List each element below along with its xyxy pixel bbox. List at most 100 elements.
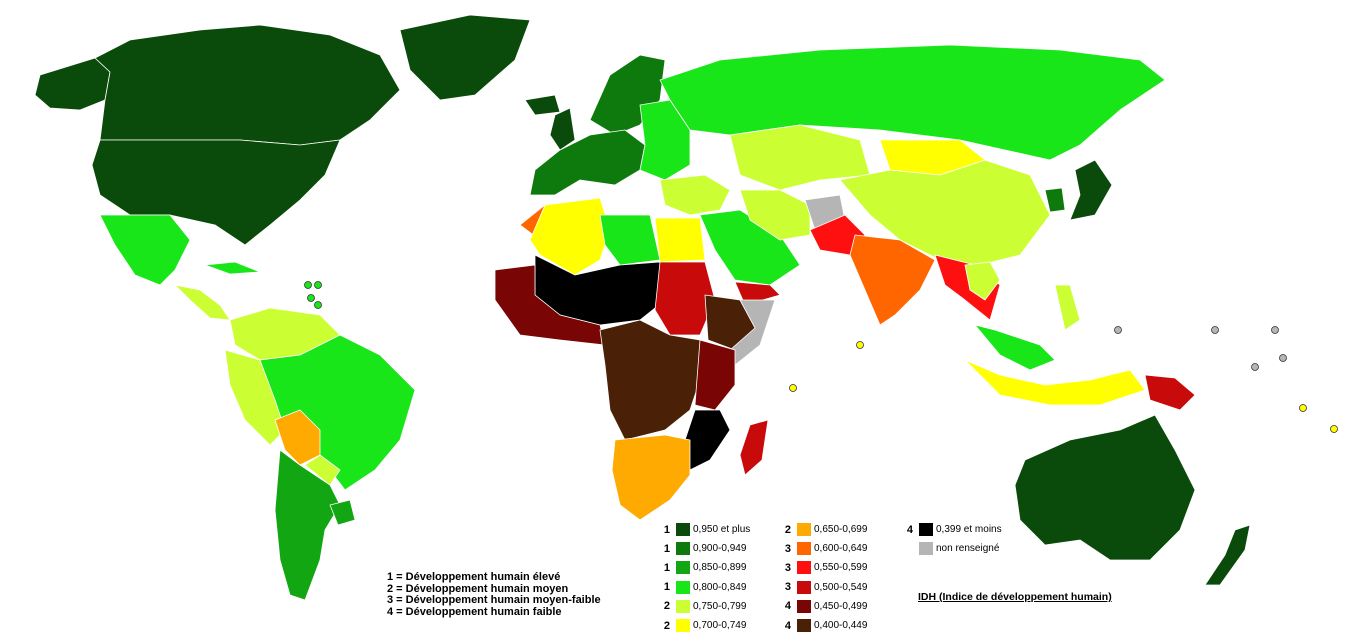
region-argentina-chile: [274, 449, 341, 601]
idh-title: IDH (Indice de développement humain): [918, 591, 1112, 603]
legend-swatch: [797, 561, 811, 575]
caribbean-island-dot: [307, 294, 315, 302]
legend-item: 3 0,550-0,599: [781, 558, 867, 577]
region-canada: [94, 24, 401, 146]
legend-swatch: [919, 542, 933, 556]
legend-level-number: 3: [784, 581, 791, 594]
legend-item: 4 0,399 et moins: [903, 520, 1002, 539]
legend-swatch: [797, 523, 811, 537]
region-southern-africa: [611, 434, 691, 521]
legend-item: 2 0,750-0,799: [660, 597, 750, 616]
legend-swatch: [676, 523, 690, 537]
legend-label: 0,850-0,899: [693, 562, 747, 574]
region-cuba: [204, 261, 261, 275]
legend-item: 2 0,650-0,699: [781, 520, 867, 539]
legend-item: 1 0,900-0,949: [660, 539, 750, 558]
legend-swatch: [919, 523, 933, 537]
region-middle-east: [659, 174, 731, 216]
legend-swatch: [797, 580, 811, 594]
legend-label: 0,400-0,449: [814, 620, 868, 632]
region-japan: [1069, 159, 1113, 221]
region-iran: [739, 189, 811, 241]
region-paraguay: [304, 454, 341, 486]
legend-item: 1 0,950 et plus: [660, 520, 750, 539]
legend-swatch: [797, 542, 811, 556]
legend-item: 3 0,500-0,549: [781, 578, 867, 597]
region-uruguay: [329, 499, 356, 526]
region-korea: [1044, 187, 1066, 213]
region-china: [839, 159, 1051, 266]
region-uk: [549, 107, 576, 151]
region-sudan: [654, 261, 716, 336]
legend-item: non renseigné: [903, 539, 1002, 558]
legend-label: 0,500-0,549: [814, 581, 868, 593]
indian-ocean-island-dot: [1330, 425, 1338, 433]
region-alaska: [34, 57, 111, 111]
region-yemen: [734, 281, 781, 306]
region-russia: [659, 44, 1166, 161]
legend-swatch: [676, 561, 690, 575]
region-thailand: [964, 261, 1001, 301]
legend-item: 1 0,800-0,849: [660, 578, 750, 597]
legend-swatch: [676, 619, 690, 633]
region-australia: [1014, 414, 1196, 561]
region-central-africa: [599, 319, 701, 441]
region-usa: [91, 139, 341, 246]
region-libya: [599, 214, 661, 266]
legend-label: 0,600-0,649: [814, 543, 868, 555]
legend-label: 0,750-0,799: [693, 600, 747, 612]
region-philippines: [1054, 284, 1081, 331]
legend-swatch: [676, 599, 690, 613]
region-egypt: [654, 217, 706, 263]
region-malaysia: [974, 324, 1056, 371]
region-iceland: [524, 94, 561, 116]
legend-level-number: 3: [784, 542, 791, 555]
legend-level-number: 2: [663, 600, 670, 613]
legend-label: 0,800-0,849: [693, 581, 747, 593]
legend-level-number: 3: [784, 561, 791, 574]
legend-label: 0,450-0,499: [814, 600, 868, 612]
legend-label: 0,399 et moins: [936, 524, 1002, 536]
region-madagascar: [739, 419, 769, 476]
legend-level-number: 4: [906, 523, 913, 536]
legend-label: 0,550-0,599: [814, 562, 868, 574]
indian-ocean-island-dot: [856, 341, 864, 349]
legend-item: 3 0,600-0,649: [781, 539, 867, 558]
pacific-island-dot: [1211, 326, 1219, 334]
legend-column-2: 2 0,650-0,699 3 0,600-0,649 3 0,550-0,599 3 0,5…: [781, 520, 867, 635]
region-indonesia: [964, 359, 1146, 406]
small-state-markers: [304, 281, 1338, 433]
legend-column-3: 4 0,399 et moins non renseigné: [903, 520, 1002, 558]
region-mozambique: [684, 409, 731, 471]
level-2-text: 2 = Développement humain moyen: [387, 582, 569, 595]
pacific-island-dot: [1114, 326, 1122, 334]
legend-label: non renseigné: [936, 543, 1000, 555]
legend-level-number: 2: [663, 619, 670, 632]
legend-item: 4 0,400-0,449: [781, 616, 867, 635]
region-central-asia: [729, 124, 871, 191]
legend-level-number: 1: [663, 523, 670, 536]
region-png: [1144, 374, 1196, 411]
legend-level-number: 1: [663, 542, 670, 555]
region-mexico: [99, 214, 191, 286]
level-4-text: 4 = Développement humain faible: [387, 605, 562, 618]
legend-swatch: [797, 599, 811, 613]
legend-item: 1 0,850-0,899: [660, 558, 750, 577]
region-new-zealand: [1204, 524, 1251, 586]
legend-level-number: 1: [663, 581, 670, 594]
level-1-text: 1 = Développement humain élevé: [387, 571, 561, 583]
region-arabia: [699, 209, 801, 286]
legend-level-number: 1: [663, 561, 670, 574]
region-india: [849, 234, 936, 326]
legend-swatch: [676, 580, 690, 594]
legend-item: 4 0,450-0,499: [781, 597, 867, 616]
indian-ocean-island-dot: [1299, 404, 1307, 412]
caribbean-island-dot: [304, 281, 312, 289]
legend-label: 0,650-0,699: [814, 524, 868, 536]
pacific-island-dot: [1251, 363, 1259, 371]
region-north-africa: [529, 197, 611, 276]
region-greenland: [399, 14, 531, 101]
legend-level-number: 4: [784, 619, 791, 632]
caribbean-island-dot: [314, 301, 322, 309]
